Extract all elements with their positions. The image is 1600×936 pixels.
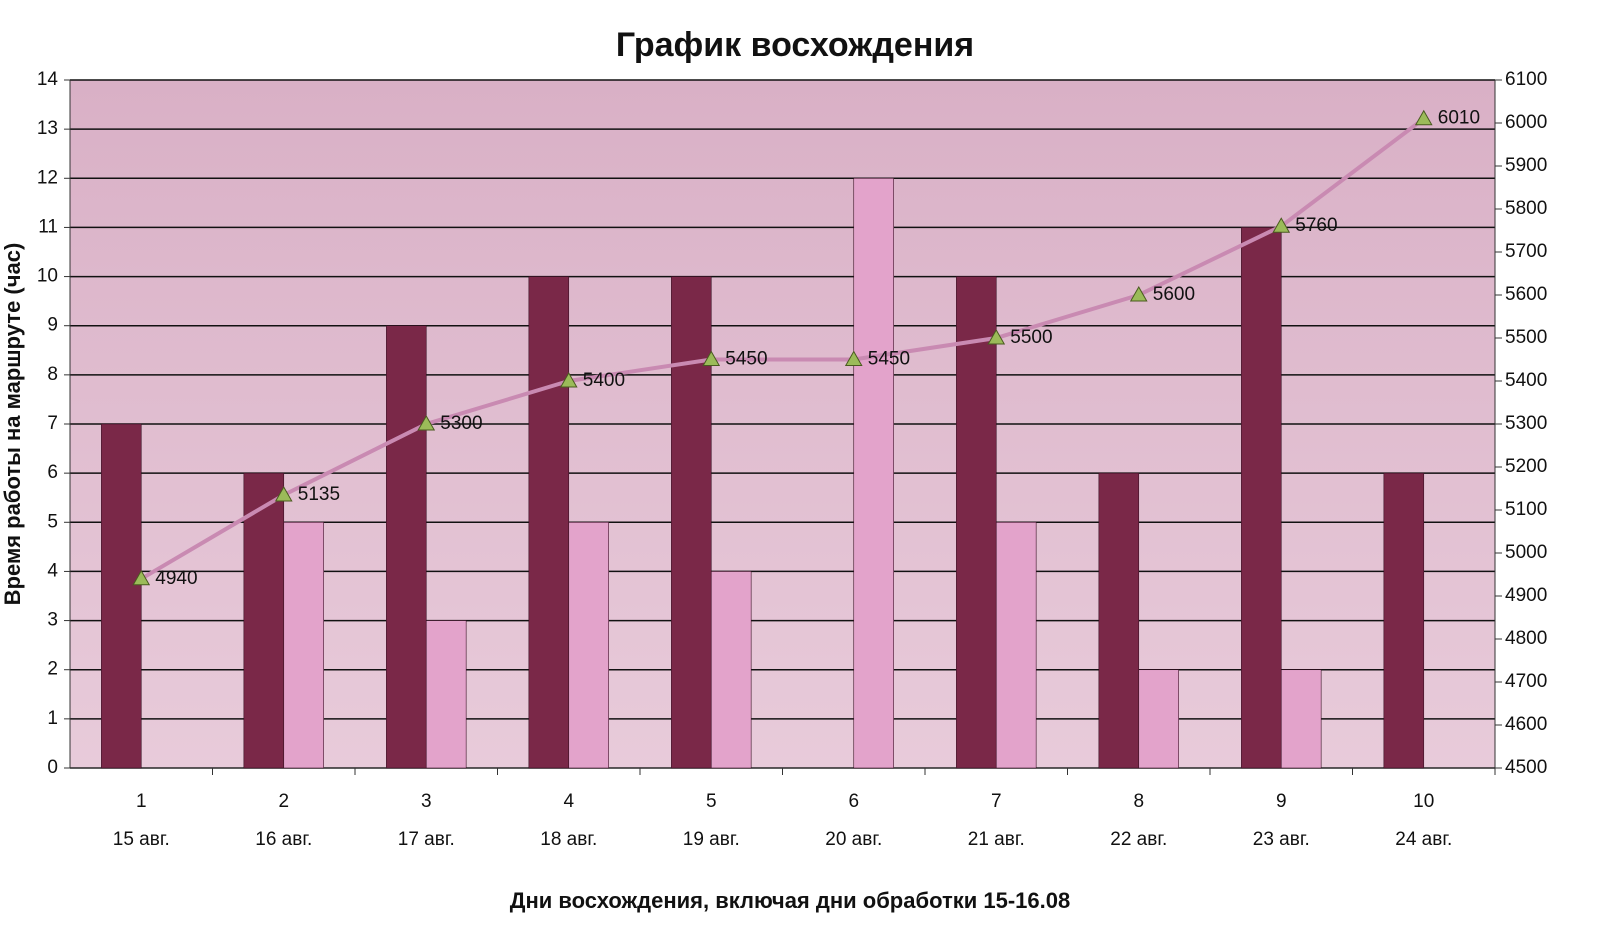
y-tick-label: 6 xyxy=(47,462,58,483)
line-marker xyxy=(987,328,1006,345)
y2-tick-label: 5200 xyxy=(1505,456,1547,477)
data-label: 5400 xyxy=(583,370,625,391)
y2-tick-label: 5600 xyxy=(1505,284,1547,305)
line-marker xyxy=(132,569,151,586)
data-label: 5135 xyxy=(298,484,340,505)
x-date-label: 18 авг. xyxy=(540,829,597,850)
y2-tick-label: 6000 xyxy=(1505,112,1547,133)
data-label: 4940 xyxy=(155,568,197,589)
y2-tick-label: 5100 xyxy=(1505,499,1547,520)
y-tick-label: 5 xyxy=(47,511,58,532)
y2-tick-label: 5700 xyxy=(1505,241,1547,262)
y-axis-title: Время работы на маршруте (час) xyxy=(0,243,25,606)
line-marker xyxy=(559,371,578,388)
bar xyxy=(710,571,752,769)
data-label: 5450 xyxy=(725,349,767,370)
data-label: 5500 xyxy=(1010,327,1052,348)
y-tick-label: 14 xyxy=(37,69,59,90)
line-marker xyxy=(702,350,721,366)
x-tick-label: 1 xyxy=(136,791,147,812)
bar xyxy=(568,521,609,769)
line-marker xyxy=(1272,217,1291,233)
line-marker xyxy=(1129,285,1148,302)
y-tick-label: 2 xyxy=(47,659,58,680)
chart-title: График восхождения xyxy=(616,26,974,64)
bar xyxy=(101,423,142,769)
data-label: 5760 xyxy=(1295,215,1337,236)
y-tick-label: 8 xyxy=(47,364,58,385)
bar xyxy=(1280,669,1322,769)
bar xyxy=(283,521,324,769)
y-tick-label: 11 xyxy=(38,216,58,237)
y-tick-label: 4 xyxy=(47,560,58,581)
x-date-label: 21 авг. xyxy=(968,829,1025,850)
x-axis-title: Дни восхождения, включая дни обработки 1… xyxy=(510,888,1070,913)
line xyxy=(140,117,1425,581)
y-tick-label: 3 xyxy=(47,610,58,631)
y2-tick-label: 4600 xyxy=(1505,714,1547,735)
bar xyxy=(1241,227,1282,769)
bar xyxy=(425,620,467,769)
x-date-label: 19 авг. xyxy=(683,829,740,850)
bar xyxy=(956,276,997,769)
y-tick-label: 13 xyxy=(37,118,58,139)
bar xyxy=(1383,472,1425,769)
bar xyxy=(995,521,1037,769)
y2-tick-label: 4700 xyxy=(1505,671,1547,692)
y-tick-label: 1 xyxy=(47,708,58,729)
y2-tick-label: 5000 xyxy=(1505,542,1547,563)
x-date-label: 22 авг. xyxy=(1110,829,1167,850)
x-date-label: 16 авг. xyxy=(255,829,312,850)
y2-tick-label: 6100 xyxy=(1505,69,1547,90)
y-tick-label: 12 xyxy=(37,167,58,188)
y2-tick-label: 4800 xyxy=(1505,628,1547,649)
bar xyxy=(1098,472,1140,769)
x-tick-label: 10 xyxy=(1413,791,1434,812)
line-marker xyxy=(1414,109,1433,126)
y-tick-label: 0 xyxy=(47,757,58,778)
line-marker xyxy=(274,485,293,502)
data-label: 5600 xyxy=(1153,284,1195,305)
x-tick-label: 8 xyxy=(1133,791,1144,812)
bar xyxy=(528,276,570,769)
bar xyxy=(671,276,712,769)
y2-tick-label: 5500 xyxy=(1505,327,1547,348)
bar xyxy=(243,472,285,769)
x-tick-label: 7 xyxy=(991,791,1002,812)
y2-tick-label: 5900 xyxy=(1505,155,1547,176)
x-tick-label: 3 xyxy=(421,791,432,812)
x-date-label: 23 авг. xyxy=(1253,829,1310,850)
line-marker xyxy=(844,350,863,366)
y2-tick-label: 4500 xyxy=(1505,757,1547,778)
y-tick-label: 9 xyxy=(47,315,58,336)
bar xyxy=(386,325,427,769)
data-label: 5450 xyxy=(868,349,910,370)
x-date-label: 17 авг. xyxy=(398,829,455,850)
x-tick-label: 5 xyxy=(706,791,717,812)
x-date-label: 15 авг. xyxy=(113,829,170,850)
y-tick-label: 10 xyxy=(37,266,58,287)
data-label: 5300 xyxy=(440,413,482,434)
x-tick-label: 4 xyxy=(563,791,574,812)
x-date-label: 24 авг. xyxy=(1395,829,1452,850)
y2-tick-label: 5800 xyxy=(1505,198,1547,219)
y-tick-label: 7 xyxy=(47,413,58,434)
line-marker xyxy=(417,414,436,431)
y2-tick-label: 5400 xyxy=(1505,370,1547,391)
bar xyxy=(853,177,894,769)
x-date-label: 20 авг. xyxy=(825,829,882,850)
x-tick-label: 6 xyxy=(848,791,859,812)
bar xyxy=(1138,669,1179,769)
x-tick-label: 9 xyxy=(1276,791,1287,812)
y2-tick-label: 4900 xyxy=(1505,585,1547,606)
x-tick-label: 2 xyxy=(278,791,289,812)
data-label: 6010 xyxy=(1438,108,1480,129)
y2-tick-label: 5300 xyxy=(1505,413,1547,434)
